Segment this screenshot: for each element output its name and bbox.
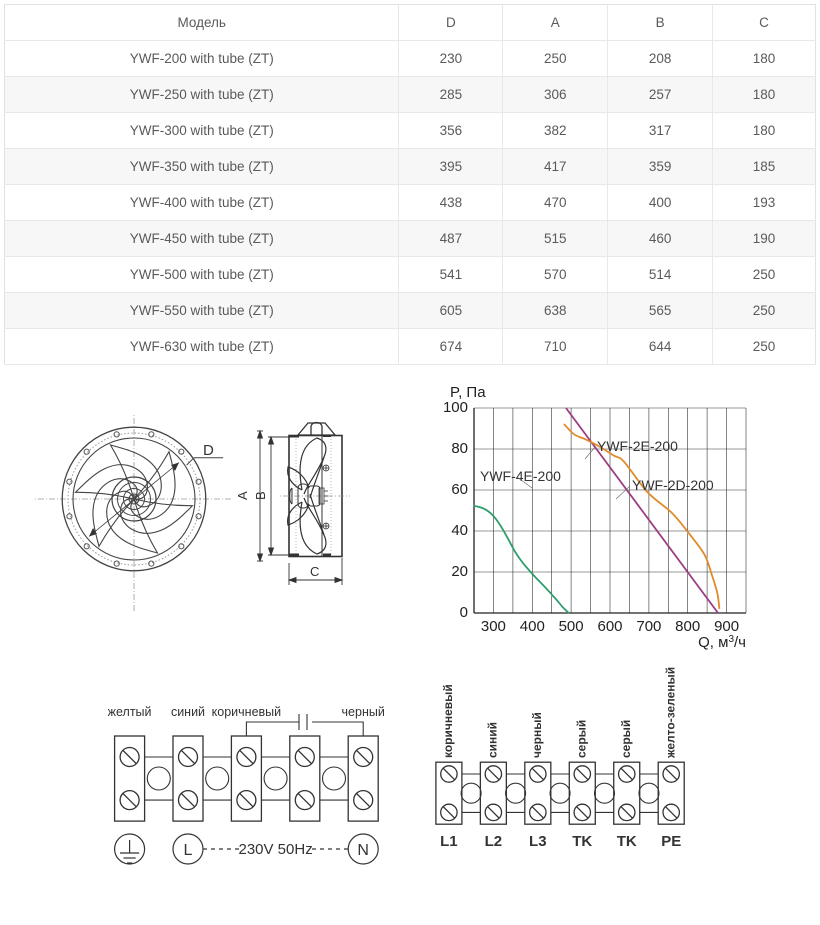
svg-text:YWF-2D-200: YWF-2D-200 <box>632 477 714 493</box>
svg-text:60: 60 <box>451 481 468 498</box>
svg-text:0: 0 <box>460 604 468 621</box>
svg-text:C: C <box>310 564 319 579</box>
svg-text:синий: синий <box>171 705 205 719</box>
svg-text:500: 500 <box>559 618 584 635</box>
svg-text:коричневый: коричневый <box>212 705 281 719</box>
svg-text:A: A <box>235 491 250 500</box>
svg-text:YWF-4E-200: YWF-4E-200 <box>480 468 561 484</box>
svg-text:TK: TK <box>572 833 592 850</box>
svg-text:серый: серый <box>619 720 633 758</box>
svg-text:P, Па: P, Па <box>450 385 486 401</box>
svg-text:L2: L2 <box>485 833 503 850</box>
svg-text:D: D <box>203 442 214 459</box>
svg-text:серый: серый <box>574 720 588 758</box>
svg-text:Q, м3/ч: Q, м3/ч <box>698 634 746 652</box>
svg-text:600: 600 <box>597 618 622 635</box>
svg-text:400: 400 <box>520 618 545 635</box>
svg-text:PE: PE <box>661 833 681 850</box>
svg-text:80: 80 <box>451 440 468 457</box>
svg-text:40: 40 <box>451 522 468 539</box>
svg-text:L3: L3 <box>529 833 547 850</box>
svg-text:20: 20 <box>451 563 468 580</box>
svg-text:800: 800 <box>675 618 700 635</box>
svg-text:N: N <box>357 842 369 859</box>
svg-text:синий: синий <box>486 722 500 758</box>
svg-text:100: 100 <box>443 399 468 416</box>
svg-text:L: L <box>184 842 193 859</box>
svg-text:300: 300 <box>481 618 506 635</box>
svg-text:700: 700 <box>636 618 661 635</box>
svg-text:230V 50Hz: 230V 50Hz <box>238 841 312 858</box>
svg-text:TK: TK <box>617 833 637 850</box>
svg-text:желто-зеленый: желто-зеленый <box>663 667 677 759</box>
svg-text:желтый: желтый <box>108 705 152 719</box>
svg-text:черный: черный <box>342 705 385 719</box>
svg-text:YWF-2E-200: YWF-2E-200 <box>597 438 678 454</box>
svg-text:черный: черный <box>530 712 544 758</box>
svg-text:L1: L1 <box>440 833 458 850</box>
svg-text:B: B <box>253 491 268 500</box>
svg-text:900: 900 <box>714 618 739 635</box>
svg-text:коричневый: коричневый <box>441 684 455 758</box>
